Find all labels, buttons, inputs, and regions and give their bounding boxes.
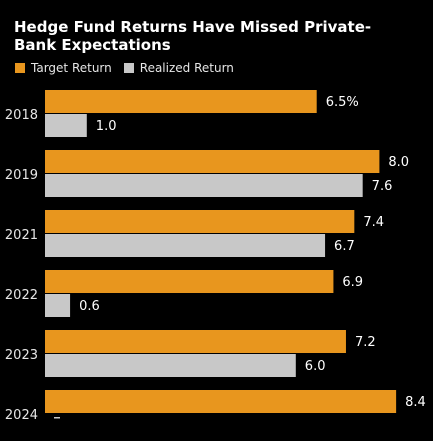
bar-realized-2019	[45, 174, 363, 197]
bar-realized-2018	[45, 114, 87, 137]
value-label-realized-2021: 6.7	[334, 239, 355, 254]
bar-target-2019	[45, 150, 380, 173]
category-label-2023: 2023	[5, 348, 38, 363]
bar-target-2022	[45, 270, 334, 293]
bars-group: 2018 6.5% 1.0 2019 8.0 7.6 2021 7.4 6.7 2022 6.9 0.…	[5, 90, 426, 423]
category-label-2024: 2024	[5, 408, 38, 423]
legend-label-target: Target Return	[31, 61, 112, 75]
category-label-2022: 2022	[5, 288, 38, 303]
bar-realized-2024	[54, 417, 60, 419]
category-label-2018: 2018	[5, 108, 38, 123]
value-label-target-2021: 7.4	[363, 215, 384, 230]
legend-item-target: Target Return	[15, 61, 112, 75]
bar-realized-2023	[45, 354, 296, 377]
value-label-target-2024: 8.4	[405, 395, 426, 410]
legend: Target Return Realized Return	[15, 61, 246, 75]
legend-label-realized: Realized Return	[139, 61, 234, 75]
bar-realized-2021	[45, 234, 326, 257]
value-label-target-2018: 6.5%	[326, 95, 359, 110]
chart-title: Hedge Fund Returns Have Missed Private-B…	[14, 18, 372, 54]
bar-realized-2022	[45, 294, 71, 317]
legend-swatch-target	[15, 63, 25, 73]
value-label-target-2019: 8.0	[388, 155, 409, 170]
bar-target-2024	[45, 390, 397, 413]
category-label-2019: 2019	[5, 168, 38, 183]
category-label-2021: 2021	[5, 228, 38, 243]
value-label-realized-2022: 0.6	[79, 299, 100, 314]
value-label-realized-2018: 1.0	[96, 119, 117, 134]
bar-target-2018	[45, 90, 317, 113]
value-label-realized-2019: 7.6	[372, 179, 393, 194]
bar-target-2023	[45, 330, 346, 353]
value-label-target-2022: 6.9	[342, 275, 363, 290]
legend-item-realized: Realized Return	[123, 61, 234, 75]
value-label-realized-2023: 6.0	[305, 359, 326, 374]
value-label-target-2023: 7.2	[355, 335, 376, 350]
legend-swatch-realized	[123, 63, 134, 73]
bar-target-2021	[45, 210, 355, 233]
